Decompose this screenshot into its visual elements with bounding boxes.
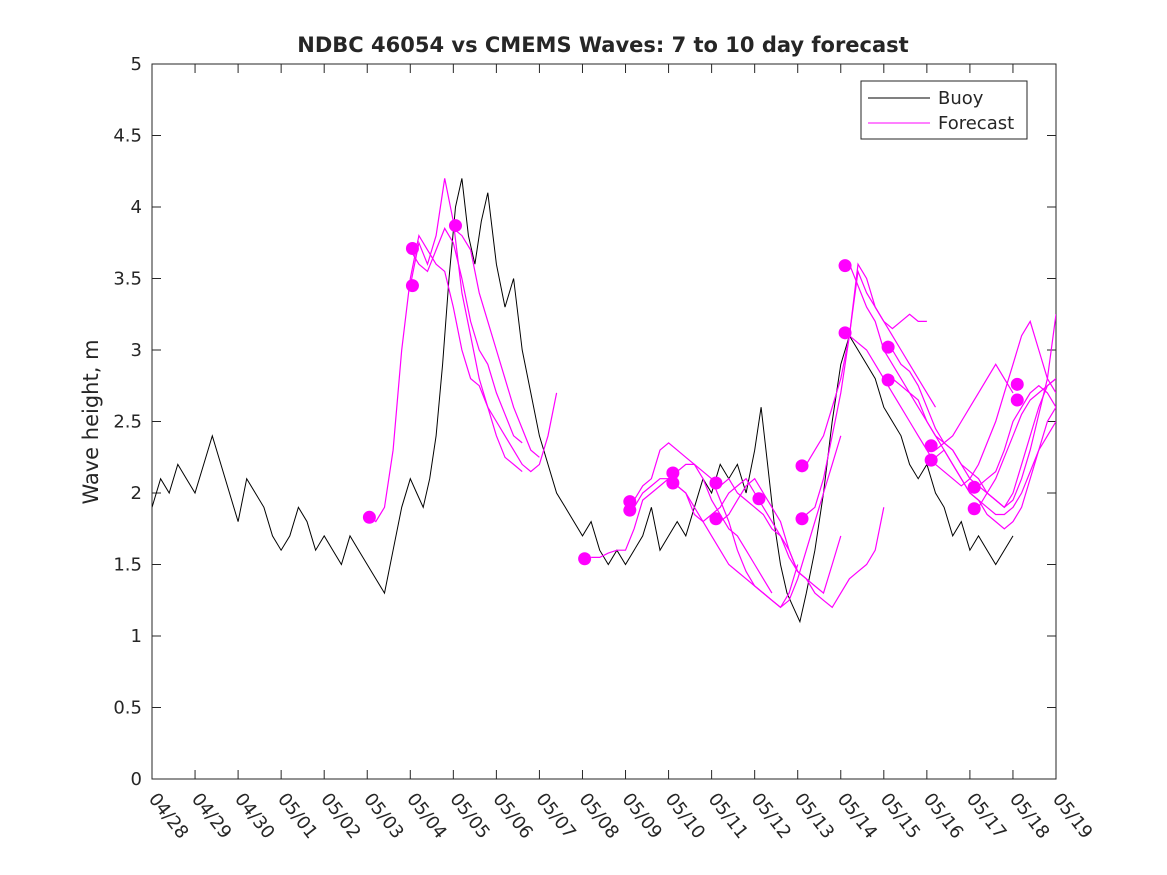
- legend: Buoy Forecast: [860, 80, 1028, 140]
- forecast-trace-2: [409, 178, 523, 473]
- chart-title: NDBC 46054 vs CMEMS Waves: 7 to 10 day f…: [297, 33, 908, 57]
- forecast-trace-17: [935, 314, 1056, 509]
- y-tick-label: 3: [131, 340, 142, 361]
- forecast-trace-3: [409, 227, 523, 444]
- buoy-series-line: [152, 178, 1014, 624]
- forecast-marker: [623, 495, 637, 509]
- axes-box: [151, 63, 1057, 780]
- forecast-marker: [666, 476, 680, 490]
- y-axis-label: Wave height, m: [79, 339, 103, 504]
- legend-box: [860, 80, 1028, 140]
- forecast-marker: [666, 466, 680, 480]
- forecast-marker: [1010, 377, 1024, 391]
- forecast-marker: [448, 219, 462, 233]
- forecast-marker: [795, 459, 809, 473]
- y-tick-label: 0: [131, 769, 142, 790]
- forecast-trace-5: [591, 477, 799, 572]
- y-tick-label: 5: [131, 54, 142, 75]
- y-tick-label: 2.5: [113, 412, 142, 433]
- forecast-marker: [967, 480, 981, 494]
- forecast-trace-1: [366, 233, 558, 523]
- forecast-trace-20: [977, 378, 1056, 508]
- forecast-marker: [709, 476, 723, 490]
- forecast-trace-8: [676, 463, 799, 609]
- forecast-marker: [709, 512, 723, 526]
- legend-buoy-label: Buoy: [938, 88, 984, 109]
- y-tick-label: 3.5: [113, 269, 142, 290]
- forecast-trace-18: [935, 406, 1056, 530]
- y-tick-label: 4.5: [113, 126, 142, 147]
- y-tick-label: 1.5: [113, 555, 142, 576]
- legend-forecast-label: Forecast: [938, 113, 1014, 134]
- forecast-trace-10: [719, 477, 842, 595]
- plot-area: 00.511.522.533.544.5504/2804/2904/3005/0…: [113, 54, 1096, 843]
- y-tick-label: 0.5: [113, 698, 142, 719]
- forecast-trace-12: [805, 269, 927, 515]
- y-tick-label: 2: [131, 483, 142, 504]
- forecast-marker: [362, 510, 376, 524]
- forecast-marker: [1010, 393, 1024, 407]
- forecast-marker: [838, 259, 852, 273]
- forecast-marker: [838, 326, 852, 340]
- forecast-trace-15: [891, 349, 1056, 509]
- y-tick-label: 4: [131, 197, 142, 218]
- forecast-marker: [924, 439, 938, 453]
- y-tick-label: 1: [131, 626, 142, 647]
- forecast-marker: [578, 552, 592, 566]
- forecast-marker: [405, 279, 419, 293]
- forecast-trace-6: [633, 442, 773, 594]
- forecast-marker: [752, 492, 766, 506]
- forecast-marker: [967, 502, 981, 516]
- forecast-marker: [924, 453, 938, 467]
- forecast-marker: [795, 512, 809, 526]
- forecast-trace-11: [805, 262, 937, 465]
- forecast-trace-4: [452, 227, 540, 458]
- forecast-marker: [881, 340, 895, 354]
- forecast-marker: [881, 373, 895, 387]
- forecast-marker: [405, 241, 419, 255]
